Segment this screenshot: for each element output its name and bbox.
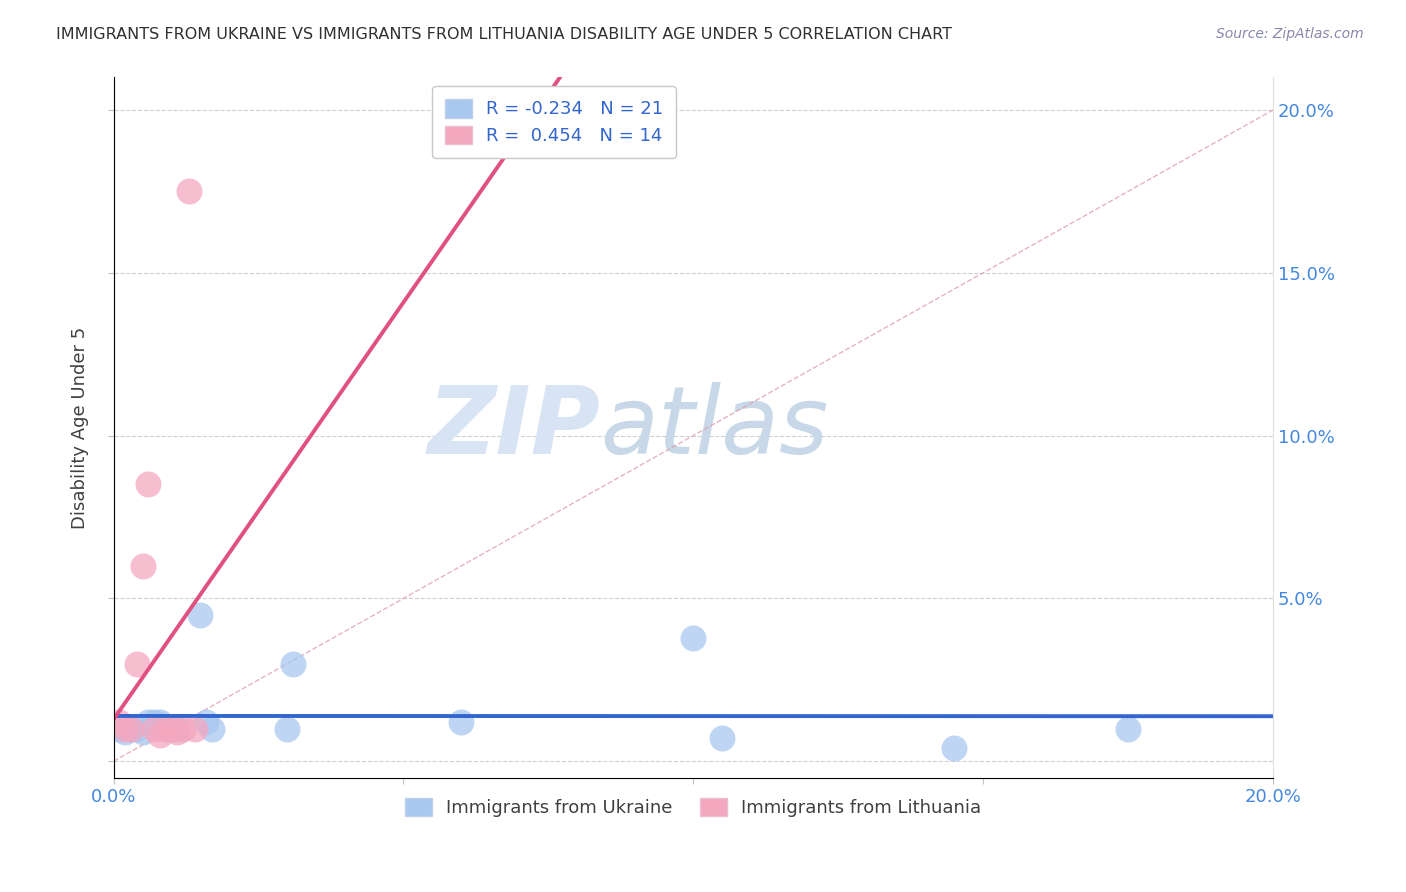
Point [682,631,704,645]
Point [943,741,966,756]
Point [166,722,188,736]
Point [177,185,200,199]
Point [276,722,298,736]
Point [108,715,131,730]
Point [120,722,142,736]
Point [160,722,183,736]
Text: Source: ZipAtlas.com: Source: ZipAtlas.com [1216,27,1364,41]
Point [125,722,148,736]
Point [114,722,136,736]
Point [190,607,212,622]
Point [149,715,172,730]
Point [149,728,172,742]
Point [711,731,734,746]
Point [172,722,194,736]
Point [114,725,136,739]
Point [155,722,177,736]
Point [195,715,218,730]
Point [131,558,153,573]
Point [155,722,177,736]
Text: IMMIGRANTS FROM UKRAINE VS IMMIGRANTS FROM LITHUANIA DISABILITY AGE UNDER 5 CORR: IMMIGRANTS FROM UKRAINE VS IMMIGRANTS FR… [56,27,952,42]
Point [166,725,188,739]
Legend: Immigrants from Ukraine, Immigrants from Lithuania: Immigrants from Ukraine, Immigrants from… [398,790,988,824]
Point [120,722,142,736]
Point [450,715,472,730]
Y-axis label: Disability Age Under 5: Disability Age Under 5 [72,326,89,529]
Point [143,722,166,736]
Point [131,725,153,739]
Point [143,715,166,730]
Point [283,657,305,671]
Point [201,722,224,736]
Point [108,722,131,736]
Point [1116,722,1139,736]
Point [183,722,205,736]
Point [125,657,148,671]
Point [136,715,159,730]
Point [136,477,159,491]
Text: ZIP: ZIP [427,382,600,474]
Point [160,722,183,736]
Text: atlas: atlas [600,382,828,473]
